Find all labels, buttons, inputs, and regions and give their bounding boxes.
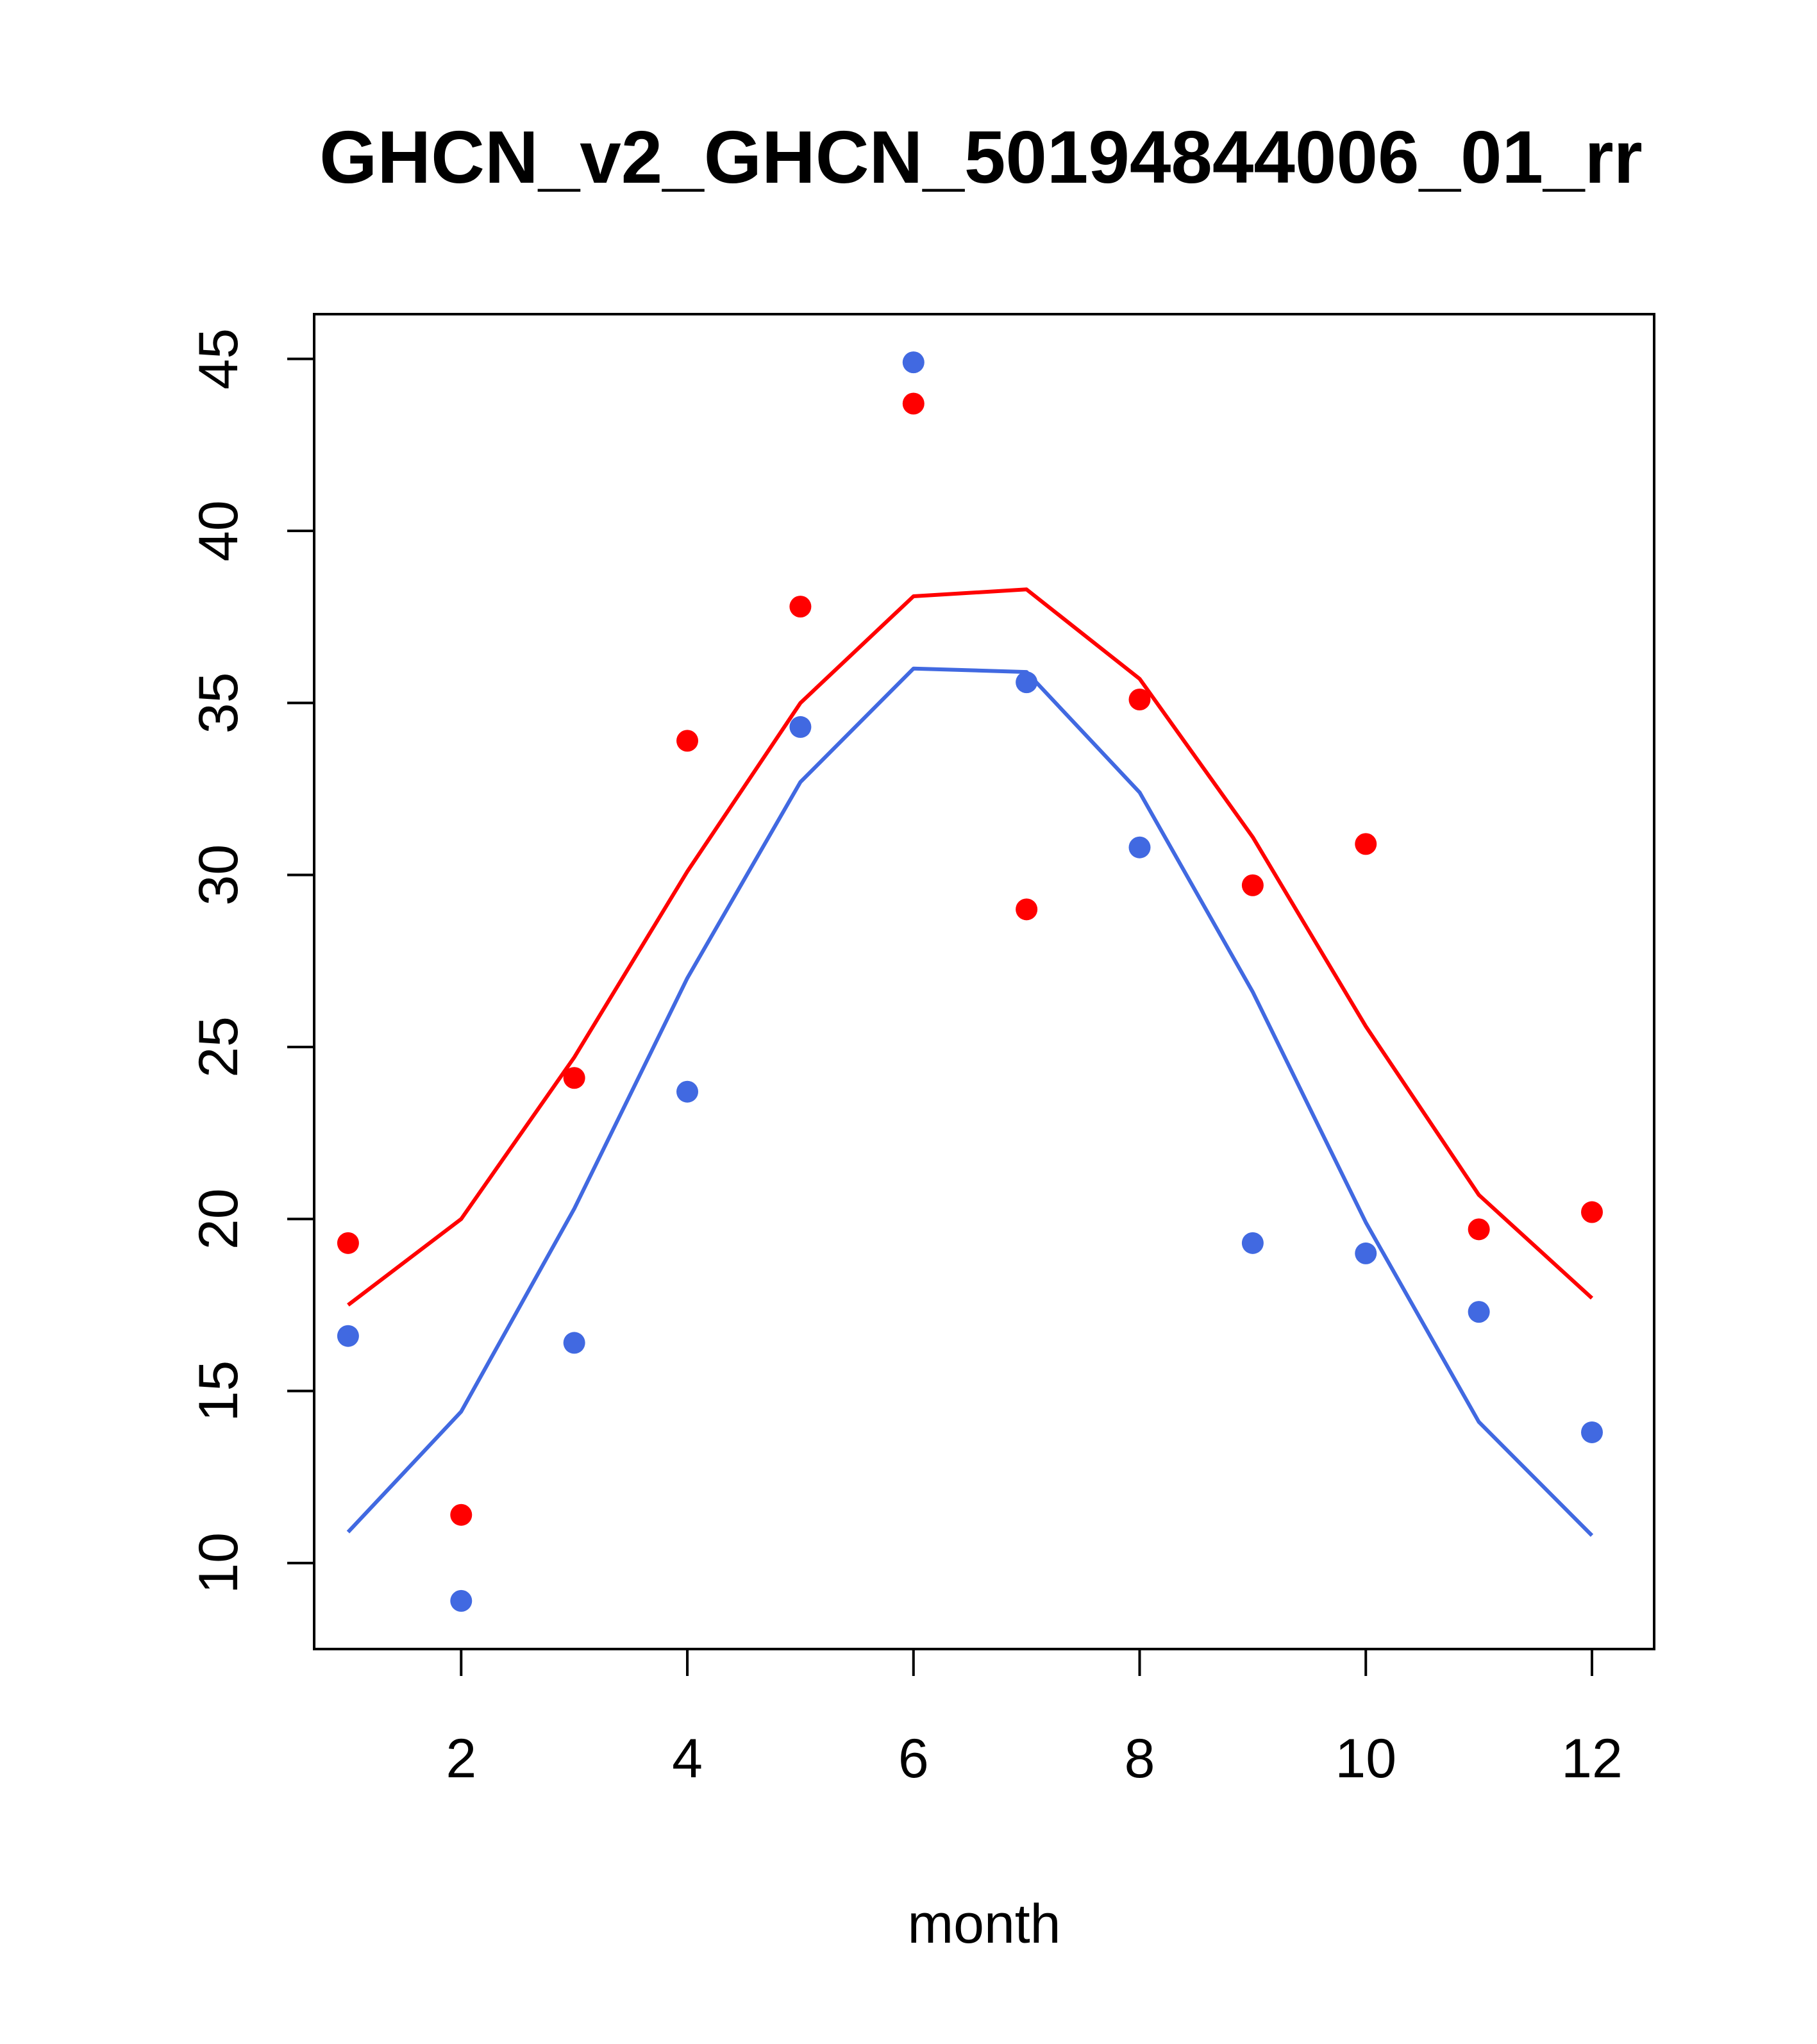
data-point <box>563 1067 585 1089</box>
series-points <box>337 351 1603 1612</box>
x-axis-label: month <box>907 1893 1060 1955</box>
x-tick-label: 6 <box>898 1728 929 1789</box>
data-point <box>1580 1201 1603 1223</box>
x-tick-label: 2 <box>446 1728 476 1789</box>
data-point <box>1355 1242 1377 1264</box>
series-line-3 <box>346 666 1594 1537</box>
data-point <box>1128 688 1151 710</box>
data-point <box>337 1325 359 1347</box>
y-tick-label: 45 <box>188 328 249 390</box>
y-tick-label: 35 <box>188 673 249 734</box>
series-lines <box>346 587 1594 1537</box>
series-line-2 <box>347 587 1594 1307</box>
data-point <box>902 351 925 374</box>
data-point <box>902 392 925 415</box>
x-tick-label: 8 <box>1125 1728 1155 1789</box>
data-point <box>789 716 812 738</box>
data-point <box>450 1589 473 1612</box>
chart-title: GHCN_v2_GHCN_50194844006_01_rr <box>319 115 1643 199</box>
data-point <box>1355 833 1377 855</box>
x-tick-label: 10 <box>1335 1728 1396 1789</box>
y-tick-label: 30 <box>188 844 249 906</box>
data-point <box>676 730 699 752</box>
y-tick-label: 25 <box>188 1016 249 1078</box>
data-point <box>1128 836 1151 859</box>
data-point <box>1241 1232 1264 1254</box>
y-tick-label: 10 <box>188 1532 249 1594</box>
data-point <box>1241 874 1264 896</box>
y-tick-label: 20 <box>188 1188 249 1250</box>
data-point <box>1468 1218 1490 1241</box>
data-point <box>789 596 812 618</box>
plot-frame <box>313 313 1655 1650</box>
data-point <box>563 1332 585 1354</box>
data-point <box>1016 898 1038 921</box>
y-tick-label: 15 <box>188 1361 249 1422</box>
x-tick-label: 12 <box>1561 1728 1623 1789</box>
x-axis: 2 4 6 8 10 12 <box>446 1649 1623 1789</box>
y-axis: 10 15 20 25 30 35 40 45 <box>188 328 314 1594</box>
data-point <box>337 1232 359 1254</box>
data-point <box>676 1080 699 1103</box>
x-tick-label: 4 <box>672 1728 703 1789</box>
data-point <box>1580 1421 1603 1443</box>
data-point <box>1016 671 1038 694</box>
data-point <box>1468 1301 1490 1323</box>
data-point <box>450 1504 473 1526</box>
y-tick-label: 40 <box>188 500 249 562</box>
